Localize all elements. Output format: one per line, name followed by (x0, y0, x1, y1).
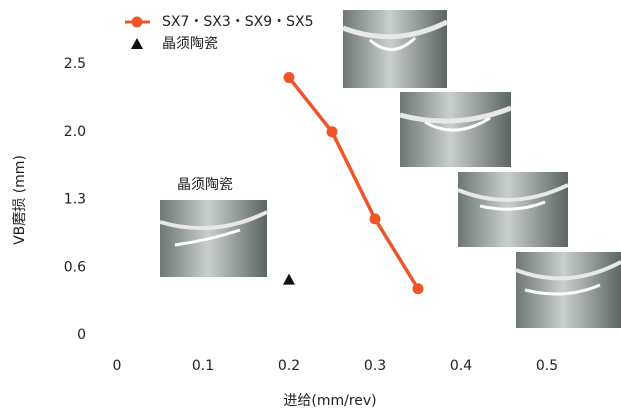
x-tick-label: 0.5 (536, 358, 558, 374)
series-line (287, 76, 420, 290)
photo (515, 252, 621, 328)
legend-label: 晶须陶瓷 (162, 36, 218, 52)
y-tick-label: 0.6 (64, 259, 86, 275)
marker (412, 283, 424, 295)
y-tick-label: 0 (77, 327, 86, 343)
x-axis-label: 进给(mm/rev) (283, 393, 376, 409)
x-tick-label: 0.3 (364, 358, 386, 374)
photo (399, 92, 512, 167)
photo (457, 172, 569, 247)
photo (342, 10, 449, 88)
marker (369, 213, 381, 225)
x-tick-label: 0.1 (192, 358, 214, 374)
marker (283, 273, 295, 285)
photos (159, 10, 621, 328)
x-tick-label: 0.2 (278, 358, 300, 374)
legend-label: SX7・SX3・SX9・SX5 (162, 14, 314, 30)
annotation: 晶须陶瓷 (177, 177, 233, 193)
photo (159, 200, 268, 277)
x-tick-label: 0.4 (450, 358, 472, 374)
y-tick-label: 2.0 (64, 124, 86, 140)
y-tick-label: 1.3 (64, 192, 86, 208)
legend-marker (131, 38, 143, 49)
y-tick-label: 2.5 (64, 56, 86, 72)
legend-marker (131, 16, 143, 28)
y-axis-label: VB磨损 (mm) (12, 155, 28, 245)
x-tick-label: 0 (113, 358, 122, 374)
marker (326, 126, 338, 138)
marker (283, 72, 295, 84)
